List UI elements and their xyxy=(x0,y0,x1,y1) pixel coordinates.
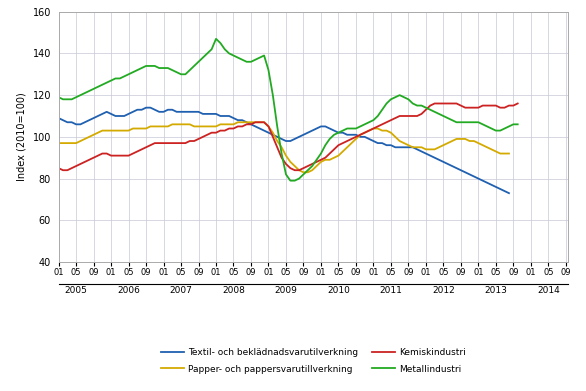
Papper- och pappersvarutillverkning xyxy=(475,141,482,145)
Metallindustri xyxy=(335,130,342,135)
Metallindustri xyxy=(287,178,294,183)
Line: Metallindustri: Metallindustri xyxy=(59,39,517,181)
Textil- och beklädnadsvarutilverkning xyxy=(55,116,62,120)
Kemiskindustri xyxy=(73,164,80,169)
Kemiskindustri xyxy=(55,166,62,170)
Metallindustri xyxy=(361,122,368,127)
Papper- och pappersvarutillverkning xyxy=(300,170,307,175)
Kemiskindustri xyxy=(462,105,469,110)
Papper- och pappersvarutillverkning xyxy=(282,153,289,158)
Textil- och beklädnadsvarutilverkning xyxy=(506,191,513,196)
Line: Kemiskindustri: Kemiskindustri xyxy=(59,104,517,170)
Metallindustri xyxy=(213,36,220,41)
Metallindustri xyxy=(68,97,75,102)
Metallindustri xyxy=(55,95,62,100)
Kemiskindustri xyxy=(374,124,381,129)
Textil- och beklädnadsvarutilverkning xyxy=(492,185,499,189)
Papper- och pappersvarutillverkning xyxy=(234,120,241,125)
Papper- och pappersvarutillverkning xyxy=(169,122,176,127)
Textil- och beklädnadsvarutilverkning xyxy=(471,174,478,179)
Kemiskindustri xyxy=(326,151,333,156)
Kemiskindustri xyxy=(59,168,66,172)
Kemiskindustri xyxy=(357,133,364,137)
Metallindustri xyxy=(331,133,338,137)
Textil- och beklädnadsvarutilverkning xyxy=(190,109,197,114)
Metallindustri xyxy=(514,122,521,127)
Papper- och pappersvarutillverkning xyxy=(186,122,193,127)
Textil- och beklädnadsvarutilverkning xyxy=(173,109,180,114)
Kemiskindustri xyxy=(431,101,438,106)
Textil- och beklädnadsvarutilverkning xyxy=(142,105,149,110)
Papper- och pappersvarutillverkning xyxy=(506,151,513,156)
Line: Textil- och beklädnadsvarutilverkning: Textil- och beklädnadsvarutilverkning xyxy=(59,108,509,193)
Papper- och pappersvarutillverkning xyxy=(68,141,75,145)
Papper- och pappersvarutillverkning xyxy=(497,151,504,156)
Y-axis label: Index (2010=100): Index (2010=100) xyxy=(17,93,27,181)
Kemiskindustri xyxy=(514,101,521,106)
Papper- och pappersvarutillverkning xyxy=(55,141,62,145)
Metallindustri xyxy=(379,108,386,112)
Textil- och beklädnadsvarutilverkning xyxy=(68,120,75,125)
Textil- och beklädnadsvarutilverkning xyxy=(282,139,289,143)
Kemiskindustri xyxy=(331,147,338,152)
Line: Papper- och pappersvarutillverkning: Papper- och pappersvarutillverkning xyxy=(59,122,509,172)
Legend: Textil- och beklädnadsvarutilverkning, Papper- och pappersvarutillverkning, Kemi: Textil- och beklädnadsvarutilverkning, P… xyxy=(159,346,468,375)
Metallindustri xyxy=(462,120,469,125)
